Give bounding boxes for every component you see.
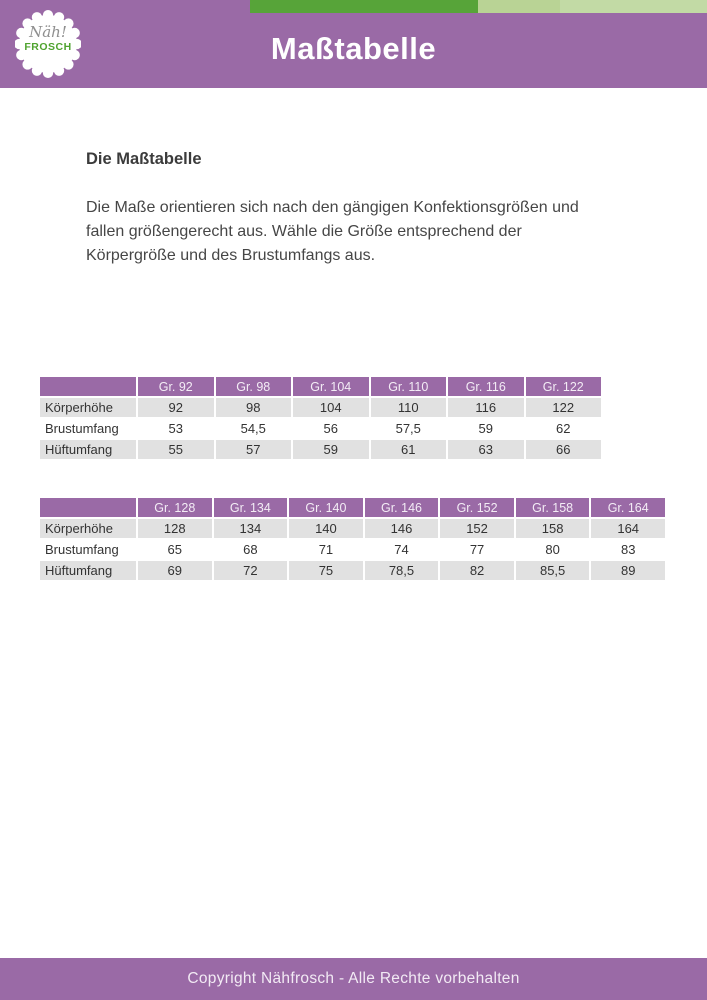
table-value-cell: 57,5 bbox=[370, 419, 446, 438]
table-row-label: Körperhöhe bbox=[40, 398, 136, 417]
logo-brand-line: FROSCH bbox=[24, 41, 72, 53]
nahfrosch-logo: Näh! FROSCH bbox=[15, 9, 81, 79]
table-column-header: Gr. 98 bbox=[215, 377, 291, 396]
table-value-cell: 57 bbox=[215, 440, 291, 459]
table-row-label: Körperhöhe bbox=[40, 519, 136, 538]
size-table-small-sizes: Gr. 92 Gr. 98 Gr. 104 Gr. 110 Gr. 116 Gr. 122… bbox=[40, 377, 601, 459]
table-column-header: Gr. 146 bbox=[364, 498, 439, 517]
table-value-cell: 59 bbox=[293, 440, 369, 459]
table-value-cell: 116 bbox=[448, 398, 524, 417]
header-stripe-light-green-2 bbox=[560, 0, 707, 13]
table-column-header: Gr. 110 bbox=[370, 377, 446, 396]
table-column-header: Gr. 128 bbox=[138, 498, 212, 517]
table-value-cell: 82 bbox=[440, 561, 514, 580]
table-value-cell: 69 bbox=[138, 561, 212, 580]
table-corner-cell bbox=[40, 377, 136, 396]
table-value-cell: 89 bbox=[591, 561, 665, 580]
table-value-cell: 55 bbox=[138, 440, 214, 459]
table-value-cell: 83 bbox=[591, 540, 665, 559]
table-value-cell: 77 bbox=[440, 540, 514, 559]
table-value-cell: 85,5 bbox=[515, 561, 590, 580]
page-footer: Copyright Nähfrosch - Alle Rechte vorbeh… bbox=[0, 958, 707, 1000]
section-heading: Die Maßtabelle bbox=[86, 150, 202, 168]
table-value-cell: 61 bbox=[370, 440, 446, 459]
copyright-text: Copyright Nähfrosch - Alle Rechte vorbeh… bbox=[187, 970, 520, 987]
table-column-header: Gr. 92 bbox=[138, 377, 214, 396]
table-column-header: Gr. 158 bbox=[515, 498, 590, 517]
table-value-cell: 71 bbox=[289, 540, 363, 559]
intro-paragraph: Die Maße orientieren sich nach den gängi… bbox=[86, 199, 579, 264]
table-row-label: Hüftumfang bbox=[40, 440, 136, 459]
table-column-header: Gr. 152 bbox=[440, 498, 514, 517]
table-value-cell: 74 bbox=[364, 540, 439, 559]
table-value-cell: 56 bbox=[293, 419, 369, 438]
page-header: Näh! FROSCH Maßtabelle bbox=[0, 0, 707, 88]
table-column-header: Gr. 104 bbox=[293, 377, 369, 396]
table-value-cell: 72 bbox=[213, 561, 288, 580]
table-value-cell: 65 bbox=[138, 540, 212, 559]
table-value-cell: 92 bbox=[138, 398, 214, 417]
table-value-cell: 152 bbox=[440, 519, 514, 538]
table-value-cell: 54,5 bbox=[215, 419, 291, 438]
table-row-label: Brustumfang bbox=[40, 540, 136, 559]
table-corner-cell bbox=[40, 498, 136, 517]
scalloped-seal-icon bbox=[15, 9, 81, 79]
table-value-cell: 63 bbox=[448, 440, 524, 459]
table-row-label: Brustumfang bbox=[40, 419, 136, 438]
table-value-cell: 140 bbox=[289, 519, 363, 538]
logo-script-line: Näh! bbox=[29, 23, 67, 41]
table-value-cell: 68 bbox=[213, 540, 288, 559]
logo-text: Näh! FROSCH bbox=[15, 25, 81, 53]
table-column-header: Gr. 140 bbox=[289, 498, 363, 517]
table-column-header: Gr. 164 bbox=[591, 498, 665, 517]
table-value-cell: 59 bbox=[448, 419, 524, 438]
table-value-cell: 122 bbox=[525, 398, 601, 417]
table-value-cell: 134 bbox=[213, 519, 288, 538]
table-value-cell: 80 bbox=[515, 540, 590, 559]
table-row-label: Hüftumfang bbox=[40, 561, 136, 580]
table-value-cell: 164 bbox=[591, 519, 665, 538]
table-value-cell: 78,5 bbox=[364, 561, 439, 580]
table-value-cell: 104 bbox=[293, 398, 369, 417]
table-value-cell: 62 bbox=[525, 419, 601, 438]
table-value-cell: 146 bbox=[364, 519, 439, 538]
table-value-cell: 75 bbox=[289, 561, 363, 580]
table-value-cell: 110 bbox=[370, 398, 446, 417]
header-stripe-light-green bbox=[478, 0, 560, 13]
table-value-cell: 158 bbox=[515, 519, 590, 538]
page-title: Maßtabelle bbox=[270, 31, 437, 66]
table-value-cell: 53 bbox=[138, 419, 214, 438]
table-column-header: Gr. 134 bbox=[213, 498, 288, 517]
table-column-header: Gr. 122 bbox=[525, 377, 601, 396]
table-column-header: Gr. 116 bbox=[448, 377, 524, 396]
size-table-large-sizes: Gr. 128 Gr. 134 Gr. 140 Gr. 146 Gr. 152 Gr. 1… bbox=[40, 498, 665, 580]
header-stripe-dark-green bbox=[250, 0, 478, 13]
table-value-cell: 98 bbox=[215, 398, 291, 417]
table-value-cell: 66 bbox=[525, 440, 601, 459]
table-value-cell: 128 bbox=[138, 519, 212, 538]
